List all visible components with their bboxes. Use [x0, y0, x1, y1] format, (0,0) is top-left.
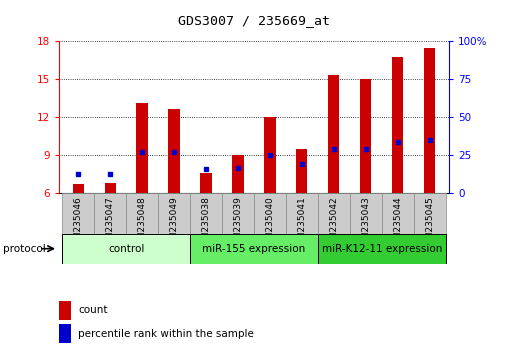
Bar: [59, 324, 71, 343]
Bar: [424, 48, 436, 193]
Text: GSM235046: GSM235046: [74, 196, 83, 251]
Text: GSM235047: GSM235047: [106, 196, 114, 251]
Text: GSM235043: GSM235043: [361, 196, 370, 251]
Bar: [158, 193, 190, 234]
Text: miR-155 expression: miR-155 expression: [202, 244, 306, 254]
Bar: [254, 193, 286, 234]
Bar: [105, 183, 116, 193]
Text: GSM235042: GSM235042: [329, 196, 339, 251]
Text: GDS3007 / 235669_at: GDS3007 / 235669_at: [178, 14, 330, 27]
Bar: [59, 301, 71, 320]
Bar: [62, 234, 190, 264]
Bar: [318, 234, 446, 264]
Text: GSM235044: GSM235044: [393, 196, 402, 251]
Bar: [318, 193, 350, 234]
Bar: [168, 109, 180, 193]
Bar: [297, 149, 307, 193]
Bar: [392, 57, 403, 193]
Text: GSM235038: GSM235038: [202, 196, 210, 251]
Text: GSM235039: GSM235039: [233, 196, 243, 251]
Bar: [328, 75, 340, 193]
Bar: [126, 193, 158, 234]
Bar: [72, 184, 84, 193]
Text: GSM235041: GSM235041: [298, 196, 306, 251]
Bar: [136, 103, 148, 193]
Text: miR-K12-11 expression: miR-K12-11 expression: [322, 244, 442, 254]
Text: control: control: [108, 244, 144, 254]
Text: GSM235040: GSM235040: [265, 196, 274, 251]
Text: GSM235049: GSM235049: [169, 196, 179, 251]
Text: GSM235045: GSM235045: [425, 196, 434, 251]
Bar: [413, 193, 446, 234]
Bar: [201, 173, 211, 193]
Bar: [264, 117, 275, 193]
Text: protocol: protocol: [3, 244, 45, 254]
Bar: [360, 79, 371, 193]
Bar: [286, 193, 318, 234]
Bar: [190, 193, 222, 234]
Bar: [382, 193, 413, 234]
Bar: [232, 155, 244, 193]
Text: count: count: [78, 305, 108, 315]
Bar: [94, 193, 126, 234]
Bar: [222, 193, 254, 234]
Bar: [62, 193, 94, 234]
Text: percentile rank within the sample: percentile rank within the sample: [78, 329, 254, 338]
Bar: [190, 234, 318, 264]
Bar: [350, 193, 382, 234]
Text: GSM235048: GSM235048: [137, 196, 147, 251]
